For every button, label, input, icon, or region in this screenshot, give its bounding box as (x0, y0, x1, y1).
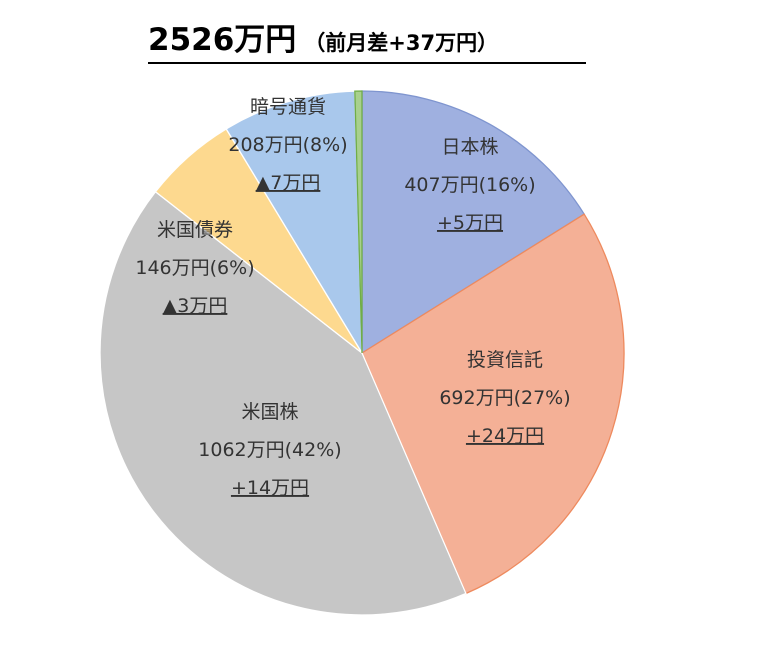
monthly-change: （前月差+37万円） (304, 31, 499, 55)
slice-value-label: 1062万円(42%) (198, 439, 341, 461)
chart-title: 2526万円 （前月差+37万円） (148, 14, 586, 64)
slice-name: 投資信託 (467, 349, 543, 371)
slice-value-label: 146万円(6%) (135, 257, 254, 279)
pie-slice-5 (225, 90, 363, 356)
slice-name: 暗号通貨 (250, 96, 326, 118)
slice-name: 米国株 (241, 401, 298, 423)
slice-change-label: +5万円 (437, 212, 503, 234)
slice-change-label: ▲3万円 (163, 295, 228, 317)
slice-value-label: 692万円(27%) (439, 387, 570, 409)
pie-slices (99, 90, 625, 616)
slice-value-label: 208万円(8%) (228, 134, 347, 156)
slice-value-label: 407万円(16%) (404, 174, 535, 196)
pie-slice-1 (361, 90, 586, 355)
pie-slice-3 (99, 190, 467, 616)
pie-slice-2 (361, 213, 625, 595)
slice-change-label: +14万円 (231, 477, 309, 499)
pie-slice-6 (354, 90, 363, 354)
slice-change-label: ▲7万円 (256, 172, 321, 194)
slice-name: 日本株 (441, 136, 498, 158)
slice-name: 米国債券 (157, 219, 233, 241)
total-amount: 2526万円 (148, 22, 297, 58)
slice-change-label: +24万円 (466, 425, 544, 447)
